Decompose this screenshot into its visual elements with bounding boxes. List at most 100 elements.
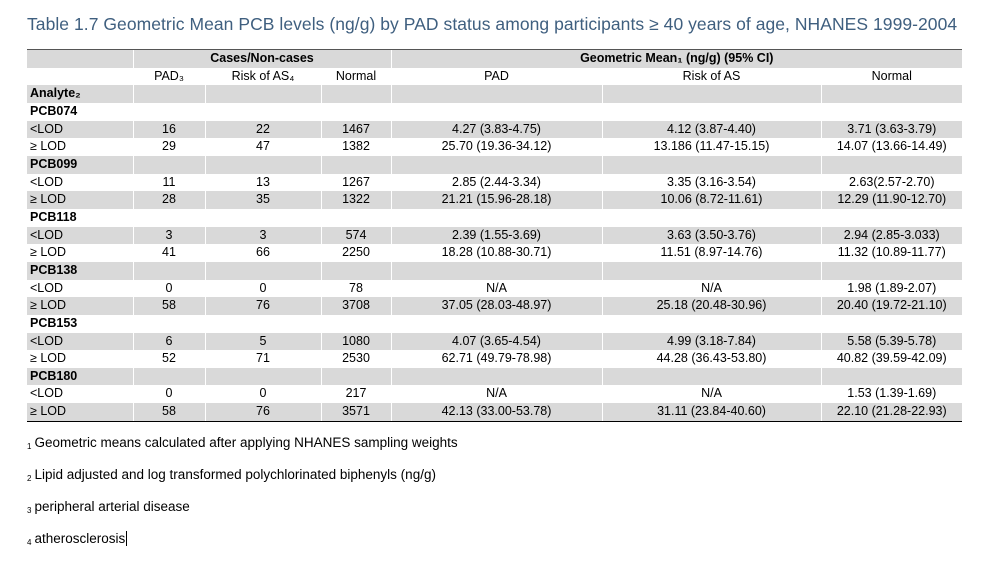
table-cell: 11.51 (8.97-14.76) [601, 244, 821, 262]
table-cell: 13.186 (11.47-15.15) [601, 138, 821, 156]
table-cell: 1080 [320, 332, 391, 351]
footnote-text: Lipid adjusted and log transformed polyc… [34, 467, 436, 482]
geo-mean-group-header: Geometric Mean₁ (ng/g) (95% CI) [390, 48, 963, 68]
table-cell: N/A [601, 385, 821, 404]
table-cell: 25.70 (19.36-34.12) [390, 138, 602, 156]
footnotes: 1 Geometric means calculated after applyi… [27, 432, 458, 560]
table-cell: 28 [132, 191, 205, 209]
table-cell: 0 [132, 279, 205, 298]
table-cell: 21.21 (15.96-28.18) [390, 191, 602, 209]
text-cursor [126, 531, 128, 546]
table-cell: 58 [132, 403, 205, 422]
footnote-text: atherosclerosis [34, 531, 126, 546]
table-cell: 0 [204, 279, 321, 298]
column-header: Risk of AS₄ [204, 67, 321, 86]
table-row: ≥ LOD 29 47 1382 25.70 (19.36-34.12) 13.186 (… [27, 138, 963, 156]
table-cell: 62.71 (49.79-78.98) [390, 350, 602, 368]
table-cell: 6 [132, 332, 205, 351]
table-cell: 37.05 (28.03-48.97) [390, 297, 602, 315]
table-cell: 4.07 (3.65-4.54) [390, 332, 602, 351]
table-cell: 20.40 (19.72-21.10) [820, 297, 963, 315]
table-cell: N/A [601, 279, 821, 298]
section-name: PCB099 [27, 155, 133, 174]
table-cell: 2530 [320, 350, 391, 368]
table-cell: 71 [204, 350, 321, 368]
table-cell: 14.07 (13.66-14.49) [820, 138, 963, 156]
table-cell: 1267 [320, 173, 391, 192]
row-label: <LOD [30, 280, 64, 295]
table-cell: 0 [204, 385, 321, 404]
row-label: ≥ LOD [30, 351, 67, 366]
table-cell: 10.06 (8.72-11.61) [601, 191, 821, 209]
footnote: 3 peripheral arterial disease [27, 496, 458, 528]
table-cell: 5 [204, 332, 321, 351]
table-cell: 1322 [320, 191, 391, 209]
table-cell: 2.39 (1.55-3.69) [390, 226, 602, 245]
table-cell: 3.35 (3.16-3.54) [601, 173, 821, 192]
section-row: PCB074 [27, 102, 963, 121]
section-row: PCB180 [27, 367, 963, 386]
table-cell: 0 [132, 385, 205, 404]
table-cell: 1.98 (1.89-2.07) [820, 279, 963, 298]
table-cell: 3 [204, 226, 321, 245]
table-row: <LOD 16 22 1467 4.27 (3.83-4.75) 4.12 (3.87-4… [27, 120, 963, 139]
table-cell: 2250 [320, 244, 391, 262]
row-label: ≥ LOD [27, 297, 133, 315]
footnote-mark: 2 [27, 474, 32, 483]
table-cell: 574 [320, 226, 391, 245]
column-header: Risk of AS [601, 67, 821, 86]
table-cell: 22 [204, 120, 321, 139]
table-cell: 1.53 (1.39-1.69) [820, 385, 963, 404]
group-header-row: Cases/Non-cases Geometric Mean₁ (ng/g) (… [27, 48, 963, 68]
row-label: ≥ LOD [30, 139, 67, 154]
table-cell: 2.85 (2.44-3.34) [390, 173, 602, 192]
table-cell: 2.94 (2.85-3.033) [820, 226, 963, 245]
section-name: PCB153 [30, 315, 78, 330]
table-cell: 13 [204, 173, 321, 192]
footnote-mark: 4 [27, 538, 32, 547]
table-row: ≥ LOD 28 35 1322 21.21 (15.96-28.18) 10.06 (8… [27, 191, 963, 209]
table-title: Table 1.7 Geometric Mean PCB levels (ng/… [27, 14, 958, 34]
blank-cell [27, 48, 133, 68]
table-cell: 4.12 (3.87-4.40) [601, 120, 821, 139]
table-cell: 58 [132, 297, 205, 315]
table-cell: 78 [320, 279, 391, 298]
table-row: ≥ LOD 58 76 3571 42.13 (33.00-53.78) 31.11 (2… [27, 403, 963, 422]
footnote-text: Geometric means calculated after applyin… [34, 435, 458, 450]
table-row: <LOD 11 13 1267 2.85 (2.44-3.34) 3.35 (3.16-3… [27, 173, 963, 192]
table-cell: 42.13 (33.00-53.78) [390, 403, 602, 422]
column-header: Normal [820, 67, 963, 86]
table-cell: 22.10 (21.28-22.93) [820, 403, 963, 422]
section-row: PCB153 [27, 314, 963, 333]
section-row: PCB118 [27, 208, 963, 227]
table-cell: N/A [390, 279, 602, 298]
table-row: <LOD 3 3 574 2.39 (1.55-3.69) 3.63 (3.50-3.76… [27, 226, 963, 245]
table-cell: 2.63(2.57-2.70) [820, 173, 963, 192]
table-row: <LOD 6 5 1080 4.07 (3.65-4.54) 4.99 (3.18-7.8… [27, 332, 963, 351]
table-cell: 29 [132, 138, 205, 156]
table-cell: 41 [132, 244, 205, 262]
table-cell: 11 [132, 173, 205, 192]
table-cell: 31.11 (23.84-40.60) [601, 403, 821, 422]
table-cell: 76 [204, 297, 321, 315]
table-cell: 3708 [320, 297, 391, 315]
table-cell: 18.28 (10.88-30.71) [390, 244, 602, 262]
table-row: ≥ LOD 41 66 2250 18.28 (10.88-30.71) 11.51 (8… [27, 244, 963, 262]
row-label: ≥ LOD [27, 191, 133, 209]
table-cell: 52 [132, 350, 205, 368]
footnote-text: peripheral arterial disease [34, 499, 190, 514]
table-row: <LOD 0 0 78 N/A N/A 1.98 (1.89-2.07) [27, 279, 963, 298]
footnote: 1 Geometric means calculated after applyi… [27, 432, 458, 464]
table-cell: 12.29 (11.90-12.70) [820, 191, 963, 209]
row-label: <LOD [30, 386, 64, 401]
column-header [27, 68, 133, 86]
table-cell: 4.99 (3.18-7.84) [601, 332, 821, 351]
footnote: 2 Lipid adjusted and log transformed poly… [27, 464, 458, 496]
analyte-label: Analyte₂ [27, 85, 133, 103]
row-label: <LOD [27, 226, 133, 245]
section-name: PCB118 [30, 209, 77, 224]
row-label: <LOD [27, 120, 133, 139]
table-cell: 25.18 (20.48-30.96) [601, 297, 821, 315]
footnote: 4 atherosclerosis [27, 528, 458, 560]
table-cell: 4.27 (3.83-4.75) [390, 120, 602, 139]
